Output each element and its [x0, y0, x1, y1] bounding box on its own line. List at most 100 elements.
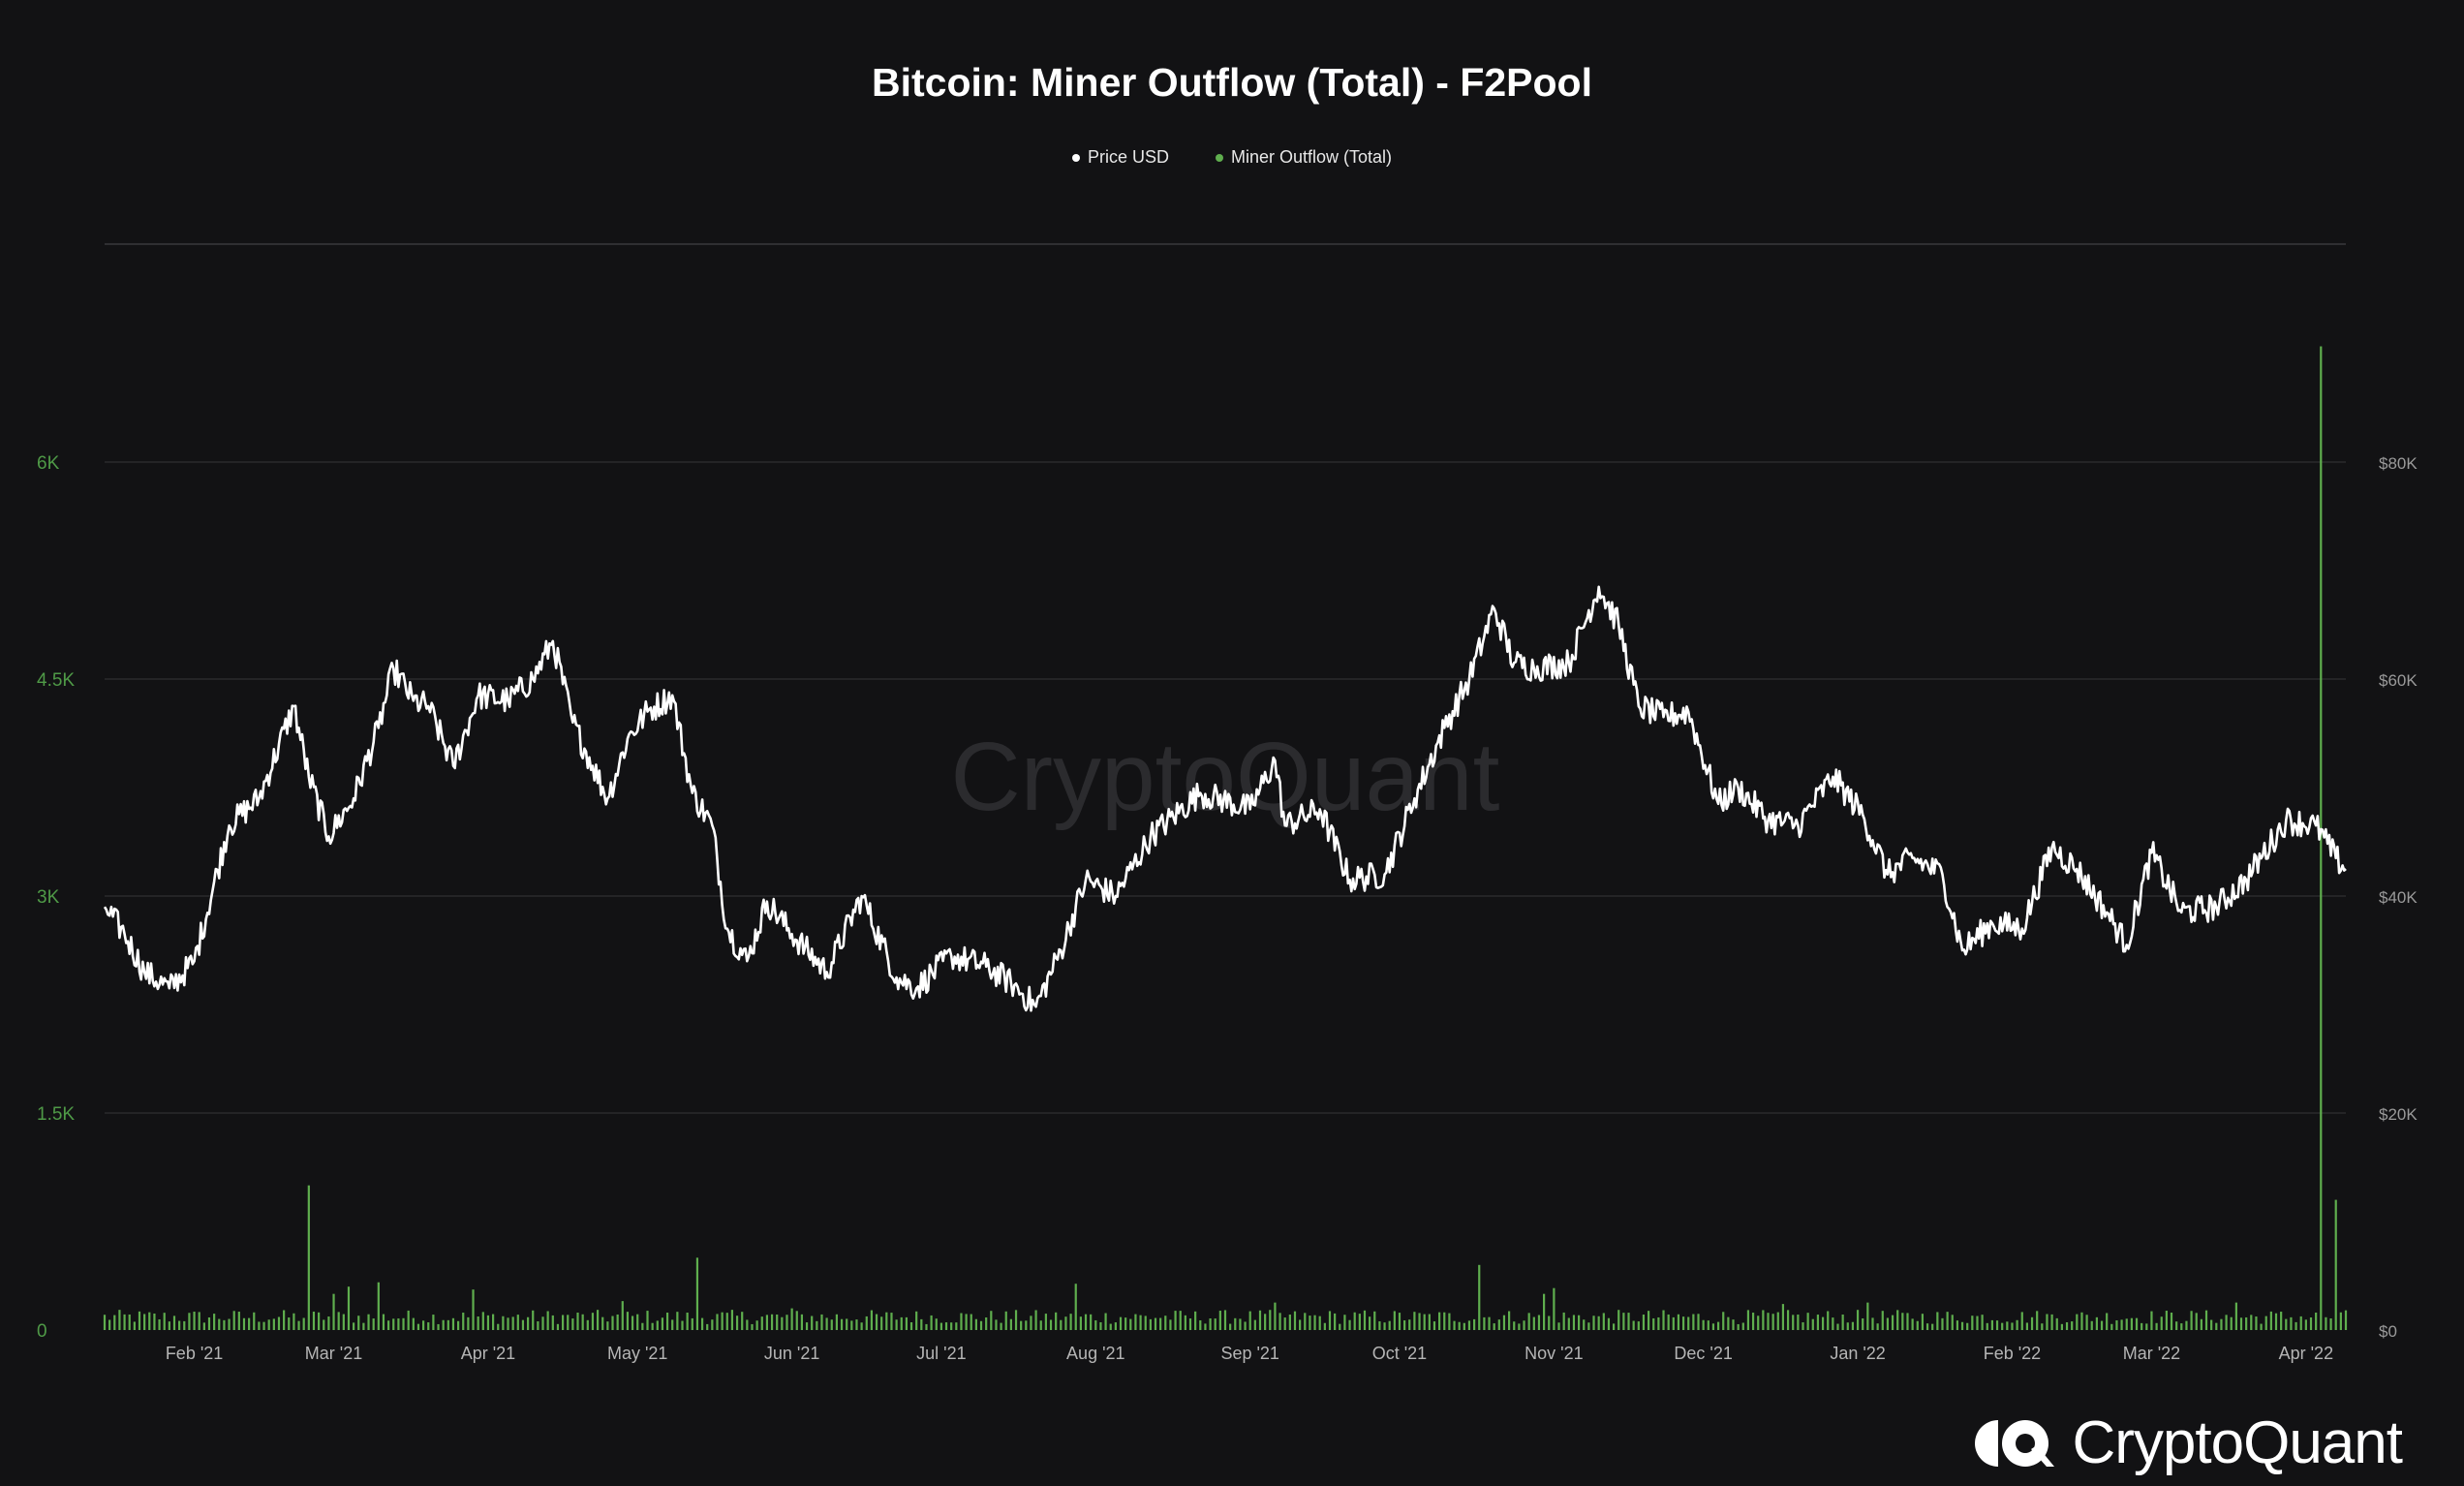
outflow-bar: [816, 1320, 818, 1330]
outflow-bar: [2060, 1323, 2063, 1330]
outflow-bar: [422, 1320, 425, 1330]
outflow-bar: [636, 1314, 639, 1330]
outflow-bar: [1572, 1315, 1576, 1330]
outflow-bar: [1369, 1316, 1371, 1330]
outflow-bar: [935, 1318, 938, 1330]
outflow-bar: [2309, 1316, 2313, 1330]
outflow-bar: [760, 1316, 763, 1330]
outflow-bar: [1583, 1319, 1586, 1330]
outflow-bar: [1553, 1287, 1555, 1330]
outflow-bar: [357, 1316, 360, 1330]
outflow-bar: [1358, 1314, 1361, 1330]
outflow-bar: [2001, 1322, 2004, 1330]
legend-item-outflow[interactable]: Miner Outflow (Total): [1215, 147, 1393, 168]
outflow-bar: [661, 1317, 664, 1330]
outflow-bar: [1304, 1313, 1307, 1330]
outflow-bar: [1806, 1313, 1809, 1330]
outflow-bar: [1090, 1314, 1093, 1330]
outflow-bar: [920, 1318, 923, 1330]
legend-item-price[interactable]: Price USD: [1071, 147, 1169, 168]
outflow-bar: [2290, 1316, 2293, 1330]
outflow-bar: [1253, 1319, 1256, 1330]
outflow-bar: [1891, 1315, 1894, 1330]
outflow-bar: [1841, 1315, 1844, 1330]
outflow-bar: [437, 1323, 440, 1330]
outflow-bar: [1174, 1311, 1177, 1330]
outflow-bar: [1577, 1315, 1581, 1330]
outflow-bar: [1657, 1316, 1660, 1330]
legend-label-outflow: Miner Outflow (Total): [1230, 147, 1393, 167]
outflow-bar: [2125, 1318, 2128, 1330]
outflow-bar: [267, 1319, 270, 1330]
outflow-bar: [2225, 1315, 2228, 1330]
outflow-bar: [676, 1312, 679, 1330]
outflow-bar: [1692, 1314, 1695, 1330]
outflow-bar: [2106, 1313, 2109, 1330]
x-tick-label: Mar '22: [2123, 1344, 2180, 1363]
outflow-bar: [1976, 1316, 1979, 1330]
outflow-bar: [1971, 1316, 1974, 1330]
outflow-bar: [2145, 1323, 2148, 1330]
outflow-bar: [2080, 1312, 2083, 1330]
outflow-bar: [2285, 1318, 2288, 1330]
outflow-bar: [347, 1286, 351, 1330]
outflow-bar: [1767, 1313, 1770, 1330]
outflow-bar: [586, 1319, 589, 1330]
outflow-bar: [691, 1317, 693, 1330]
outflow-bar: [2255, 1316, 2258, 1330]
outflow-bar: [163, 1313, 166, 1330]
outflow-bar: [611, 1316, 614, 1330]
outflow-bar: [1159, 1317, 1162, 1330]
outflow-bar: [2155, 1322, 2158, 1330]
outflow-bar: [860, 1322, 863, 1330]
outflow-bar: [2190, 1311, 2193, 1330]
outflow-bar: [546, 1311, 549, 1330]
x-tick-label: Apr '22: [2279, 1344, 2333, 1363]
outflow-bar: [312, 1311, 316, 1330]
outflow-bar: [735, 1316, 739, 1330]
outflow-bar: [1214, 1318, 1217, 1330]
outflow-bar: [1398, 1313, 1401, 1330]
outflow-bar: [1936, 1312, 1939, 1330]
outflow-bar: [2230, 1316, 2233, 1330]
outflow-bar: [1707, 1320, 1709, 1330]
y-left-tick-label: 4.5K: [37, 670, 75, 691]
outflow-bar: [944, 1322, 948, 1330]
outflow-bar: [1000, 1322, 1002, 1330]
outflow-bar: [1502, 1315, 1506, 1330]
outflow-bar: [262, 1321, 265, 1330]
outflow-bar: [2195, 1313, 2198, 1330]
outflow-bar: [318, 1312, 321, 1330]
legend-label-price: Price USD: [1087, 147, 1169, 167]
outflow-bar: [1881, 1311, 1884, 1330]
outflow-bar: [1114, 1322, 1117, 1330]
outflow-bar: [486, 1315, 490, 1330]
outflow-bar: [1099, 1321, 1102, 1330]
outflow-bar: [850, 1320, 853, 1330]
x-tick-label: Dec '21: [1674, 1344, 1732, 1363]
outflow-bar: [1318, 1316, 1321, 1330]
outflow-bar: [1911, 1318, 1914, 1330]
outflow-bar: [1762, 1310, 1765, 1330]
outflow-bar: [725, 1313, 728, 1330]
outflow-bar: [1299, 1319, 1302, 1330]
outflow-bar: [2260, 1323, 2263, 1330]
outflow-bar: [1786, 1310, 1790, 1330]
outflow-bar: [825, 1317, 828, 1330]
x-tick-label: Mar '21: [305, 1344, 362, 1363]
outflow-bar: [2299, 1316, 2302, 1330]
outflow-bar: [1109, 1323, 1112, 1330]
outflow-bar: [567, 1315, 570, 1330]
outflow-bar: [1428, 1314, 1431, 1330]
outflow-bar: [526, 1316, 530, 1330]
outflow-bar: [1348, 1319, 1351, 1330]
outflow-bar: [1353, 1312, 1356, 1330]
outflow-bar: [1154, 1317, 1157, 1330]
x-tick-label: Apr '21: [461, 1344, 515, 1363]
outflow-bar: [2025, 1322, 2028, 1330]
outflow-bar: [930, 1315, 933, 1330]
outflow-bar: [133, 1321, 136, 1330]
outflow-bar: [2210, 1319, 2213, 1330]
outflow-bar: [1846, 1322, 1849, 1330]
outflow-bar: [323, 1319, 325, 1330]
